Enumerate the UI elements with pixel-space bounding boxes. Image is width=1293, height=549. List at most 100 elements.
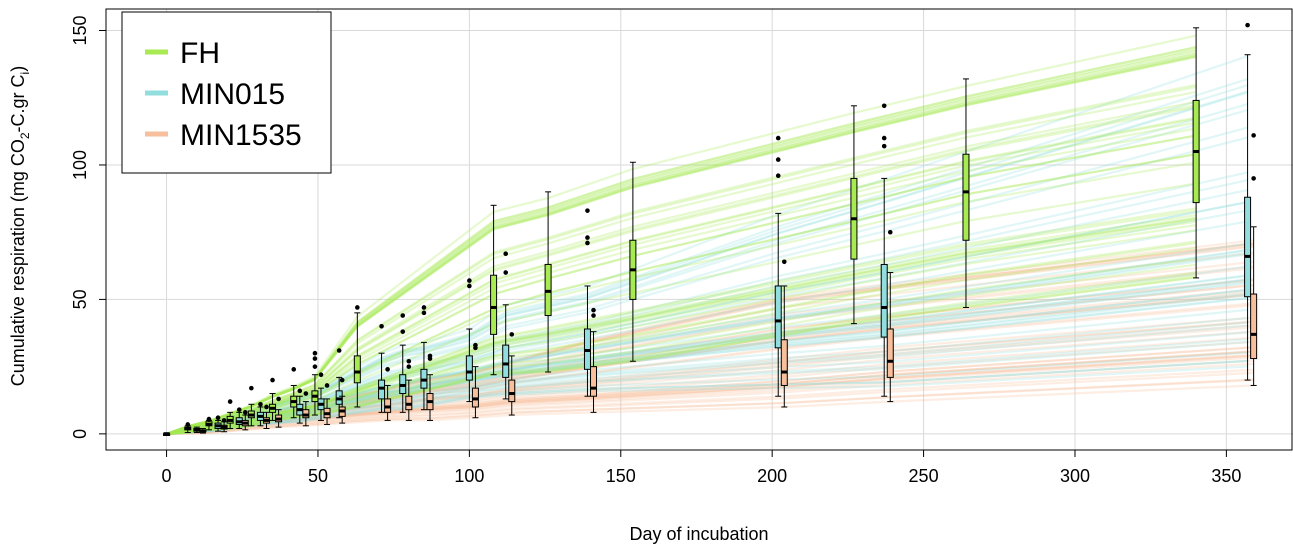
outlier-point (264, 404, 269, 410)
box-MIN1535 (1250, 133, 1258, 386)
outlier-point (242, 410, 248, 415)
outlier-point (249, 385, 254, 391)
outlier-point (775, 135, 781, 141)
outlier-point (585, 235, 590, 240)
box-FH (1192, 27, 1200, 279)
outlier-point (421, 310, 427, 316)
box-MIN1535 (323, 383, 331, 425)
sample-line-MIN1535 (166, 346, 1254, 435)
y-tick-label: 100 (70, 150, 90, 180)
outlier-point (215, 415, 221, 421)
outlier-point (1245, 22, 1250, 28)
x-tick-label: 200 (757, 466, 787, 486)
box-body (774, 285, 782, 349)
outlier-point (591, 307, 596, 313)
box-MIN015 (420, 305, 428, 411)
box-MIN1535 (241, 410, 249, 431)
box-MIN1535 (302, 391, 310, 427)
outlier-point (467, 278, 472, 283)
x-tick-label: 150 (606, 466, 636, 486)
outlier-point (227, 399, 233, 404)
outlier-point (221, 418, 227, 423)
box-FH (269, 377, 277, 421)
outlier-point (291, 367, 297, 372)
sample-line-MIN1535 (166, 239, 1254, 435)
y-axis-title-subscript: 2 (18, 132, 32, 139)
outlier-point (421, 305, 427, 310)
outlier-point (427, 353, 433, 359)
outlier-point (385, 367, 390, 372)
box-MIN1535 (886, 229, 894, 403)
outlier-point (881, 143, 887, 149)
box-MIN015 (399, 313, 407, 413)
outlier-point (312, 364, 318, 369)
box-body (962, 153, 970, 241)
box-FH (226, 399, 234, 429)
y-axis-title-part: Cumulative respiration (mg CO (8, 139, 28, 386)
box-MIN015 (502, 251, 510, 400)
outlier-point (339, 377, 345, 383)
box-MIN015 (378, 324, 386, 413)
plot-frame (105, 8, 1293, 451)
outlier-point (406, 364, 412, 369)
outlier-point (775, 157, 781, 162)
box-FH (490, 204, 498, 376)
sample-line-MIN1535 (166, 350, 1254, 435)
y-axis-title: Cumulative respiration (mg CO2-C.gr Ci) (8, 66, 32, 386)
outlier-point (312, 356, 318, 361)
outlier-point (297, 388, 303, 394)
legend-label-MIN1535: MIN1535 (180, 119, 302, 152)
outlier-point (185, 422, 191, 427)
outlier-point (312, 350, 318, 356)
sample-line-MIN1535 (166, 354, 1254, 435)
box-body (353, 355, 361, 384)
box-FH (962, 78, 970, 308)
box-MIN1535 (508, 332, 516, 416)
box-body (502, 344, 510, 378)
outlier-point (881, 135, 887, 141)
x-tick-label: 0 (162, 466, 172, 486)
outlier-point (336, 348, 342, 353)
box-FH (247, 385, 255, 427)
y-tick-label: 150 (70, 15, 90, 45)
outlier-point (324, 383, 330, 388)
y-axis-title-subscript: i (18, 72, 32, 75)
y-tick-label: 0 (70, 429, 90, 439)
box-MIN1535 (338, 377, 346, 424)
sample-line-MIN1535 (166, 350, 1254, 435)
outlier-point (236, 407, 242, 412)
outlier-point (303, 391, 309, 396)
sample-line-MIN1535 (166, 378, 1254, 435)
box-MIN015 (256, 401, 264, 427)
y-axis-title-part: ) (8, 66, 28, 72)
outlier-point (585, 240, 590, 246)
x-axis-title: Day of incubation (629, 524, 768, 544)
box-FH (850, 105, 858, 325)
box-FH (544, 191, 552, 373)
box-FH (184, 422, 192, 434)
sample-line-MIN1535 (166, 346, 1254, 435)
box-MIN1535 (220, 418, 228, 433)
box-MIN015 (214, 415, 222, 432)
x-tick-label: 100 (454, 466, 484, 486)
box-body (490, 274, 498, 335)
outlier-point (775, 173, 781, 179)
outlier-point (503, 251, 509, 257)
box-FH (311, 350, 319, 416)
box-body (508, 379, 516, 403)
box-plots (163, 22, 1258, 436)
outlier-point (206, 416, 212, 422)
outlier-point (276, 396, 281, 402)
sample-line-MIN1535 (166, 378, 1254, 435)
outlier-point (887, 229, 893, 235)
box-MIN015 (317, 372, 325, 421)
box-FH (290, 367, 298, 419)
x-tick-label: 50 (308, 466, 328, 486)
box-body (780, 339, 788, 386)
x-tick-label: 350 (1211, 466, 1241, 486)
y-tick-label: 50 (70, 289, 90, 309)
outlier-point (400, 313, 406, 318)
legend-label-FH: FH (180, 37, 220, 70)
outlier-point (467, 283, 472, 289)
box-body (1244, 196, 1252, 298)
